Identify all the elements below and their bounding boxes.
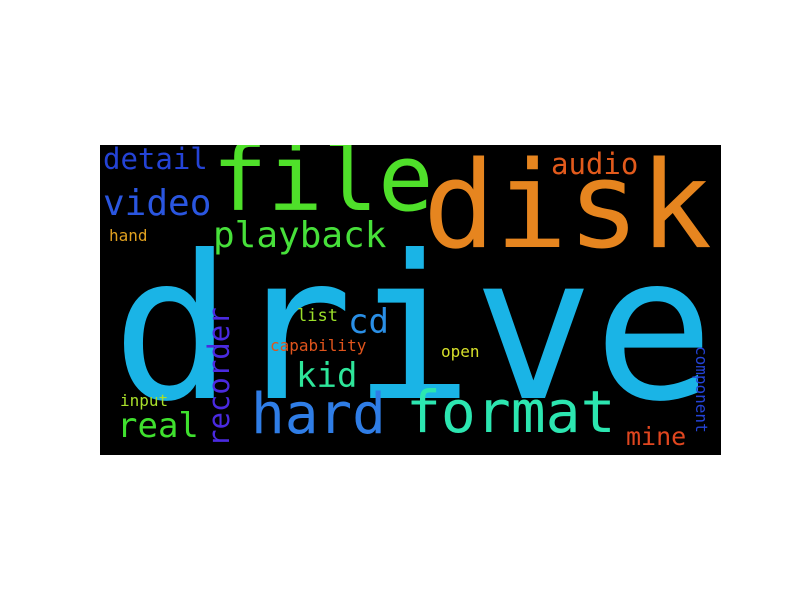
word-disk: disk <box>423 145 712 276</box>
word-playback: playback <box>213 215 387 256</box>
word-capability: capability <box>270 336 367 355</box>
word-component: component <box>692 346 711 433</box>
word-open: open <box>441 342 480 361</box>
word-recorder: recorder <box>202 307 236 447</box>
word-kid: kid <box>296 356 358 396</box>
word-hard: hard <box>251 382 386 447</box>
word-format: format <box>406 378 616 446</box>
word-audio: audio <box>551 147 639 181</box>
word-video: video <box>103 183 212 224</box>
word-cloud: drive disk file format hard playback vid… <box>100 145 721 455</box>
word-mine: mine <box>626 422 687 451</box>
word-input: input <box>120 391 169 410</box>
word-drive: drive <box>112 213 715 446</box>
word-hand: hand <box>109 226 148 245</box>
word-file: file <box>212 145 434 232</box>
word-cd: cd <box>348 302 389 342</box>
word-detail: detail <box>103 145 208 176</box>
word-real: real <box>117 406 199 446</box>
word-list: list <box>297 306 338 326</box>
